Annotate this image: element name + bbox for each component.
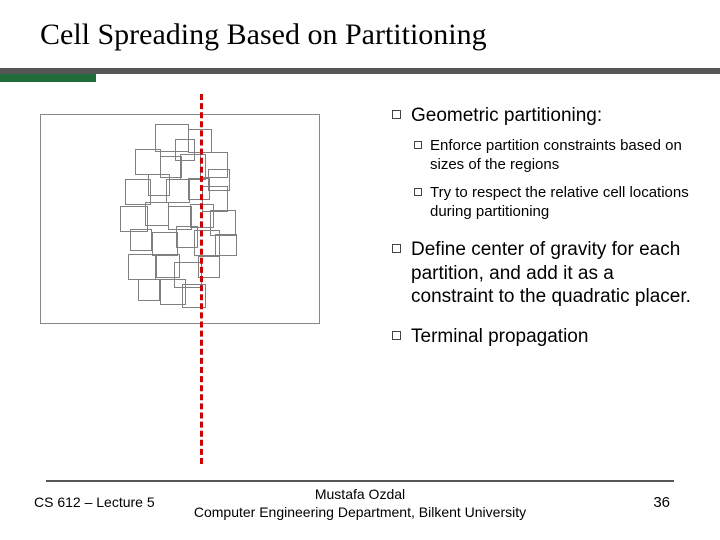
footer-center: Mustafa Ozdal Computer Engineering Depar… <box>0 486 720 521</box>
slide: Cell Spreading Based on Partitioning Geo… <box>0 0 720 540</box>
cell <box>152 232 178 256</box>
cell <box>138 279 160 301</box>
partition-divider <box>200 94 203 464</box>
bullet-marker-icon <box>392 244 401 253</box>
title-rule <box>0 68 720 82</box>
cell <box>128 254 156 280</box>
bullet-text: Define center of gravity for each partit… <box>411 238 692 309</box>
sub-bullet-item: Try to respect the relative cell locatio… <box>414 183 692 222</box>
sub-bullet-item: Enforce partition constraints based on s… <box>414 136 692 175</box>
cell <box>215 234 237 256</box>
cell <box>145 202 169 226</box>
title-rule-main <box>0 68 720 74</box>
bullet-item: Geometric partitioning: <box>392 104 692 128</box>
sub-bullet-marker-icon <box>414 188 422 196</box>
bullet-marker-icon <box>392 331 401 340</box>
cell <box>135 149 161 175</box>
bullet-text: Geometric partitioning: <box>411 104 602 128</box>
content-area: Geometric partitioning:Enforce partition… <box>40 104 680 474</box>
cell <box>130 229 152 251</box>
partition-diagram <box>40 114 360 444</box>
bullet-text: Terminal propagation <box>411 325 588 349</box>
cell <box>166 179 190 203</box>
text-column: Geometric partitioning: Enforce partition… <box>392 104 692 365</box>
sub-bullet-text: Try to respect the relative cell locatio… <box>430 183 692 222</box>
page-title: Cell Spreading Based on Partitioning <box>40 18 680 52</box>
title-rule-accent <box>0 74 96 82</box>
bullet-item: Terminal propagation <box>392 325 692 349</box>
footer-author: Mustafa Ozdal <box>315 486 405 502</box>
slide-footer: CS 612 – Lecture 5 Mustafa Ozdal Compute… <box>0 480 720 528</box>
bullet-marker-icon <box>392 110 401 119</box>
sub-bullet-text: Enforce partition constraints based on s… <box>430 136 692 175</box>
bullet-item: Define center of gravity for each partit… <box>392 238 692 309</box>
slide-number: 36 <box>653 494 670 511</box>
sub-bullet-marker-icon <box>414 141 422 149</box>
footer-affiliation: Computer Engineering Department, Bilkent… <box>194 504 526 520</box>
footer-rule <box>46 480 674 482</box>
